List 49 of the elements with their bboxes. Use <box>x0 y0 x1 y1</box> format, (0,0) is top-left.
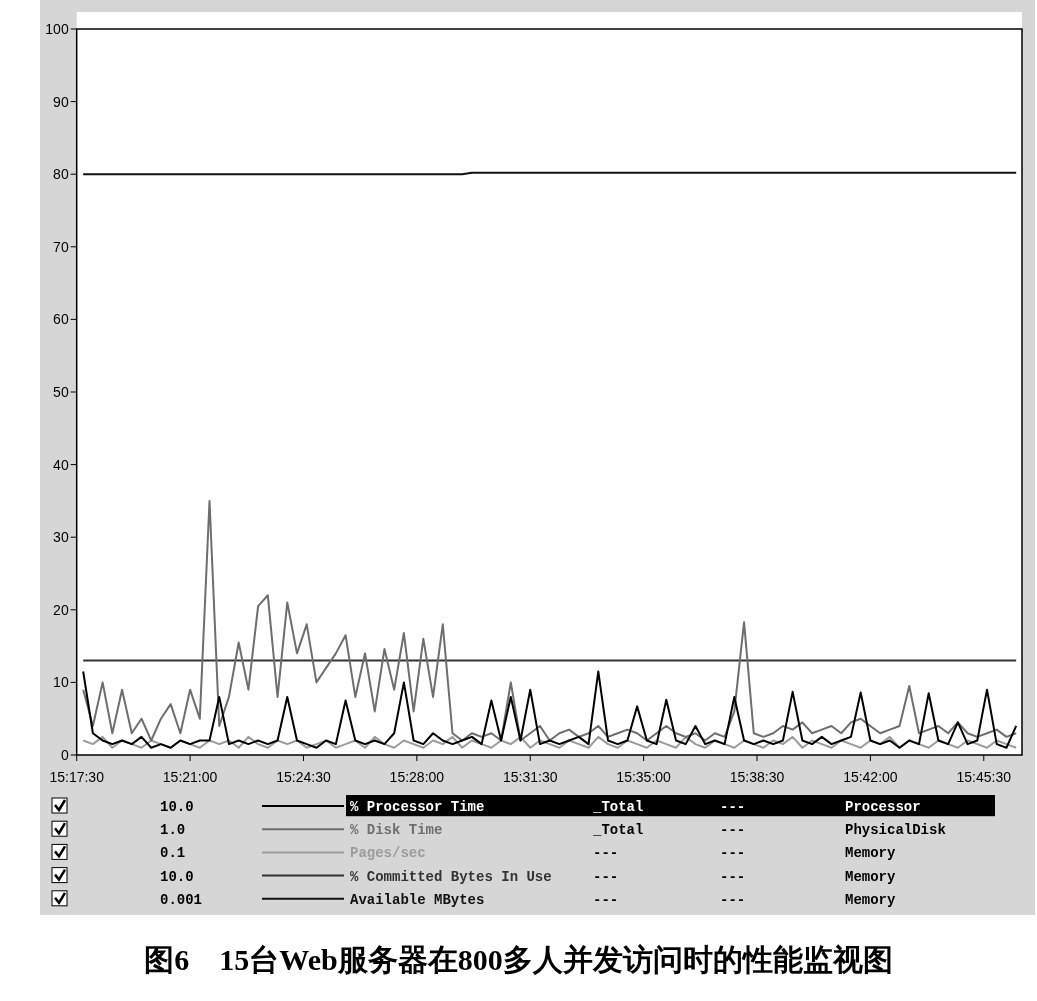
y-tick-label: 50 <box>53 384 69 400</box>
text: --- <box>593 868 619 885</box>
text: --- <box>720 822 746 839</box>
x-tick-label: 15:28:00 <box>389 769 445 785</box>
text: 1.0 <box>160 822 186 839</box>
line-series <box>82 735 1018 749</box>
y-tick-label: 0 <box>60 747 69 763</box>
text: Memory <box>845 845 897 862</box>
y-tick-label: 90 <box>53 93 69 110</box>
text: Memory <box>845 891 897 908</box>
y-tick-label: 20 <box>53 601 69 618</box>
text: Pages/sec <box>350 845 426 862</box>
line-series <box>82 670 1018 749</box>
text: % Processor Time <box>350 799 485 815</box>
text: % Disk Time <box>350 822 443 839</box>
x-tick-label: 15:35:00 <box>616 769 672 785</box>
text: 0.1 <box>160 845 186 862</box>
text: PhysicalDisk <box>845 822 946 839</box>
y-tick-label: 10 <box>53 674 69 691</box>
text: 图6 15台Web服务器在800多人并发访问时的性能监视图 <box>144 943 893 976</box>
x-tick-label: 15:38:30 <box>729 769 785 785</box>
y-tick-label: 30 <box>53 529 69 546</box>
x-tick-label: 15:24:30 <box>276 769 331 785</box>
y-tick-label: 40 <box>53 456 69 473</box>
y-tick-label: 80 <box>53 166 69 183</box>
text: 10.0 <box>160 799 194 815</box>
text: 10.0 <box>160 868 194 885</box>
text: _Total <box>592 799 644 815</box>
x-tick-label: 15:21:00 <box>162 769 218 785</box>
text: % Committed Bytes In Use <box>350 868 552 885</box>
text: --- <box>720 799 746 815</box>
text: Memory <box>845 868 897 885</box>
x-tick-label: 15:42:00 <box>843 769 898 785</box>
x-tick-label: 15:31:30 <box>502 769 558 785</box>
text: --- <box>720 891 746 908</box>
line-series <box>82 499 1018 742</box>
text: --- <box>593 845 619 862</box>
y-tick-label: 100 <box>45 21 69 37</box>
text: Processor <box>845 799 921 815</box>
y-tick-label: 60 <box>53 311 69 328</box>
x-tick-label: 15:45:30 <box>956 769 1012 785</box>
text: Available MBytes <box>350 891 485 908</box>
text: --- <box>593 891 619 908</box>
text: --- <box>720 845 746 862</box>
text: 0.001 <box>160 891 203 908</box>
x-tick-label: 15:17:30 <box>49 769 105 785</box>
text: _Total <box>592 822 644 839</box>
y-tick-label: 70 <box>53 238 69 255</box>
text: --- <box>720 868 746 885</box>
